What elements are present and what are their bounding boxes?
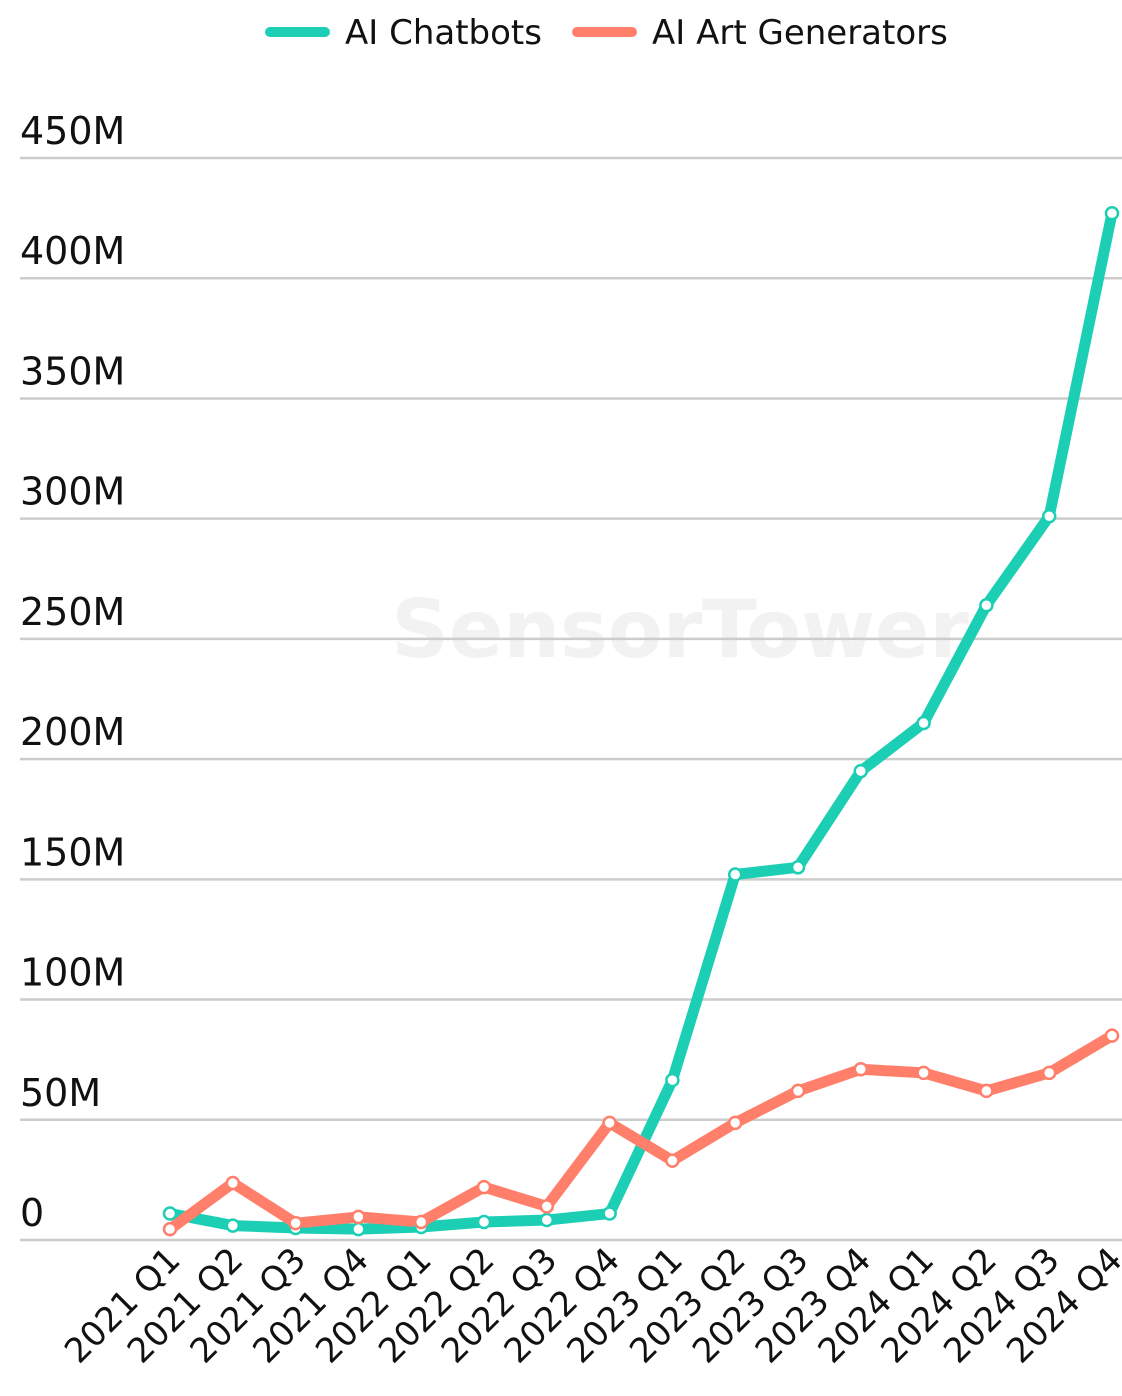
y-tick-label: 0 (20, 1191, 44, 1235)
data-point (225, 1218, 241, 1233)
data-point (665, 1153, 680, 1168)
data-point (539, 1199, 555, 1214)
data-point (476, 1214, 492, 1230)
data-point (790, 860, 806, 875)
data-point (916, 1065, 931, 1081)
y-tick-label: 450M (20, 109, 125, 153)
y-tick-label: 400M (20, 229, 125, 273)
data-point (539, 1212, 555, 1228)
data-point (602, 1115, 617, 1131)
y-tick-label: 50M (20, 1071, 101, 1115)
y-tick-label: 100M (20, 951, 125, 995)
y-tick-label: 200M (20, 710, 125, 754)
data-point (979, 1083, 994, 1099)
data-point (476, 1179, 492, 1195)
y-tick-label: 250M (20, 590, 125, 634)
data-point (853, 763, 869, 779)
data-point (162, 1221, 178, 1237)
data-point (351, 1209, 366, 1225)
data-point (288, 1215, 303, 1231)
data-point (602, 1206, 617, 1221)
data-point (979, 597, 994, 613)
watermark: SensorTower (391, 583, 969, 676)
y-tick-label: 350M (20, 349, 125, 393)
data-point (790, 1083, 806, 1099)
data-point (225, 1175, 241, 1191)
data-point (162, 1206, 178, 1221)
legend-label: AI Art Generators (652, 13, 948, 53)
data-point (1041, 509, 1057, 524)
data-point (1104, 1028, 1120, 1043)
legend-label: AI Chatbots (345, 13, 542, 53)
series-line (164, 1030, 1118, 1235)
data-point (665, 1072, 680, 1088)
data-point (916, 715, 931, 731)
data-point (1041, 1065, 1057, 1081)
series-line (164, 207, 1118, 1235)
data-point (853, 1062, 869, 1077)
data-point (1104, 206, 1120, 221)
data-point (413, 1214, 429, 1230)
data-point (727, 1115, 743, 1131)
data-point (727, 867, 743, 882)
data-point (351, 1221, 366, 1237)
y-tick-label: 150M (20, 830, 125, 874)
y-tick-label: 300M (20, 470, 125, 514)
